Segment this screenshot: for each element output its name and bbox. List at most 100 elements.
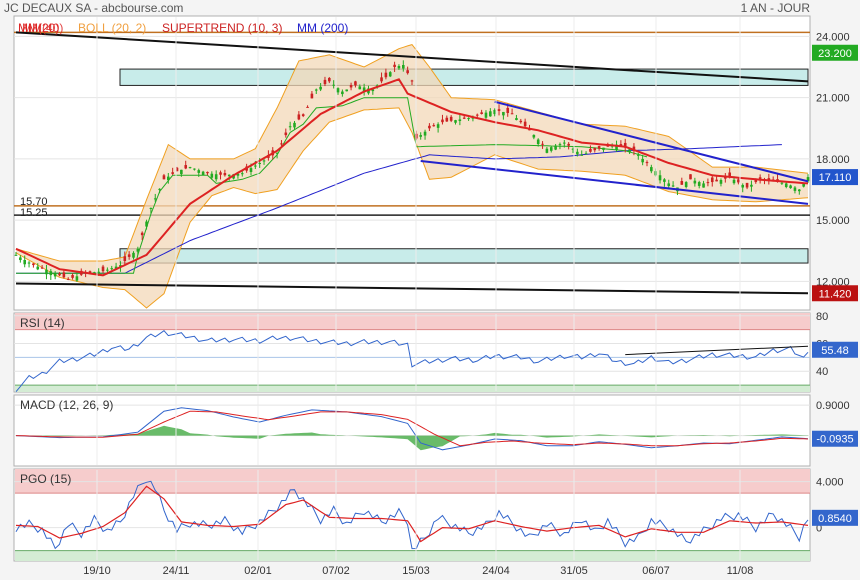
candle-body (506, 107, 510, 113)
candle-body (567, 143, 570, 146)
x-axis: 19/10 24/11 02/01 07/02 15/03 24/04 31/05 06/07… (83, 565, 753, 577)
candle-body (658, 175, 662, 181)
candle-body (802, 183, 805, 187)
macd-last-tag-bg (812, 430, 858, 447)
supertrend-line (16, 97, 648, 274)
candle-body (158, 188, 161, 190)
candle-body (314, 89, 318, 91)
candle-body (214, 174, 218, 180)
candle-body (593, 147, 597, 151)
candle-body (663, 179, 666, 182)
candle-body (153, 198, 157, 200)
candle-body (650, 167, 653, 172)
candle-body (576, 151, 579, 155)
candle-body (580, 154, 584, 156)
candle-body (258, 163, 261, 164)
rsi-y-tick: 80 (816, 311, 828, 323)
level-label: 15.25 (20, 207, 48, 219)
candle-body (597, 146, 601, 149)
candle-body (127, 254, 131, 257)
price-tag: 23.200 (818, 48, 852, 60)
candle-body (497, 109, 501, 111)
pgo-last-tag-bg (812, 509, 858, 526)
candle-body (706, 182, 710, 184)
candle-body (641, 158, 644, 163)
candle-body (336, 88, 340, 93)
x-tick-label: 24/11 (163, 565, 190, 577)
candle-body (349, 84, 353, 88)
bollinger-fill (16, 44, 808, 308)
candle-body (628, 149, 631, 152)
x-tick-label: 11/08 (727, 565, 754, 577)
candle-body (145, 221, 148, 227)
candle-body (284, 132, 288, 136)
pgo-y-tick: 0 (816, 523, 822, 535)
candle-body (758, 177, 762, 180)
candle-body (619, 144, 623, 147)
candle-body (671, 185, 675, 187)
candle-body (436, 124, 440, 128)
candle-body (27, 262, 31, 264)
trend-line (494, 100, 809, 183)
candle-body (197, 170, 201, 173)
zone (119, 68, 809, 86)
candle-body (532, 134, 536, 138)
candle-body (341, 91, 344, 95)
main-y-tick: 24.000 (816, 31, 850, 43)
period-label: 1 AN - JOUR (740, 1, 810, 15)
candle-body (288, 126, 292, 128)
candle-body (449, 116, 453, 121)
candle-body (71, 275, 74, 278)
trend-line (15, 31, 809, 83)
candle-body (554, 145, 557, 150)
x-tick-label: 24/04 (482, 565, 510, 577)
candle-body (193, 168, 196, 170)
candle-body (319, 86, 322, 90)
candle-body (293, 122, 296, 128)
candle-body (201, 171, 205, 176)
bollinger-lower (15, 107, 809, 309)
candle-body (549, 147, 553, 151)
pgo-panel: 0 4.000 0.8540 (13, 468, 858, 562)
rsi-title: RSI (14) (20, 316, 65, 330)
candle-body (710, 177, 714, 183)
macd-panel: 00.9000-0.0935 (13, 394, 858, 467)
candle-body (797, 189, 801, 192)
candle-body (310, 93, 314, 99)
candle-body (240, 173, 244, 175)
candle-body (171, 172, 174, 174)
macd-y-tick: 0.9000 (816, 400, 850, 412)
trend-line (420, 159, 809, 205)
candle-body (493, 109, 496, 115)
candle-body (462, 117, 466, 119)
candle-body (684, 182, 688, 187)
pgo-lower-band (15, 550, 810, 561)
candle-body (280, 143, 283, 145)
candle-body (14, 254, 18, 256)
candle-body (667, 183, 671, 187)
main-y-tick: 21.000 (816, 93, 850, 105)
macd-histogram (16, 425, 808, 451)
candle-body (306, 106, 309, 108)
candle-body (480, 112, 483, 114)
candle-body (53, 273, 57, 277)
candle-body (236, 173, 240, 176)
candle-body (445, 117, 449, 122)
candle-body (584, 153, 588, 155)
candle-body (162, 175, 166, 180)
level-label: 15.70 (20, 196, 48, 208)
rsi-line (15, 330, 809, 393)
candle-body (741, 184, 745, 188)
candle-body (523, 121, 527, 127)
macd-signal-line (15, 410, 809, 447)
candle-body (484, 112, 488, 118)
mm200-line (16, 144, 782, 274)
candle-body (623, 142, 627, 148)
candle-body (737, 179, 740, 183)
candle-body (206, 171, 209, 174)
candle-body (180, 169, 183, 175)
price-tag: 11.420 (819, 288, 852, 300)
candle-body (188, 167, 192, 169)
candle-body (589, 148, 592, 152)
